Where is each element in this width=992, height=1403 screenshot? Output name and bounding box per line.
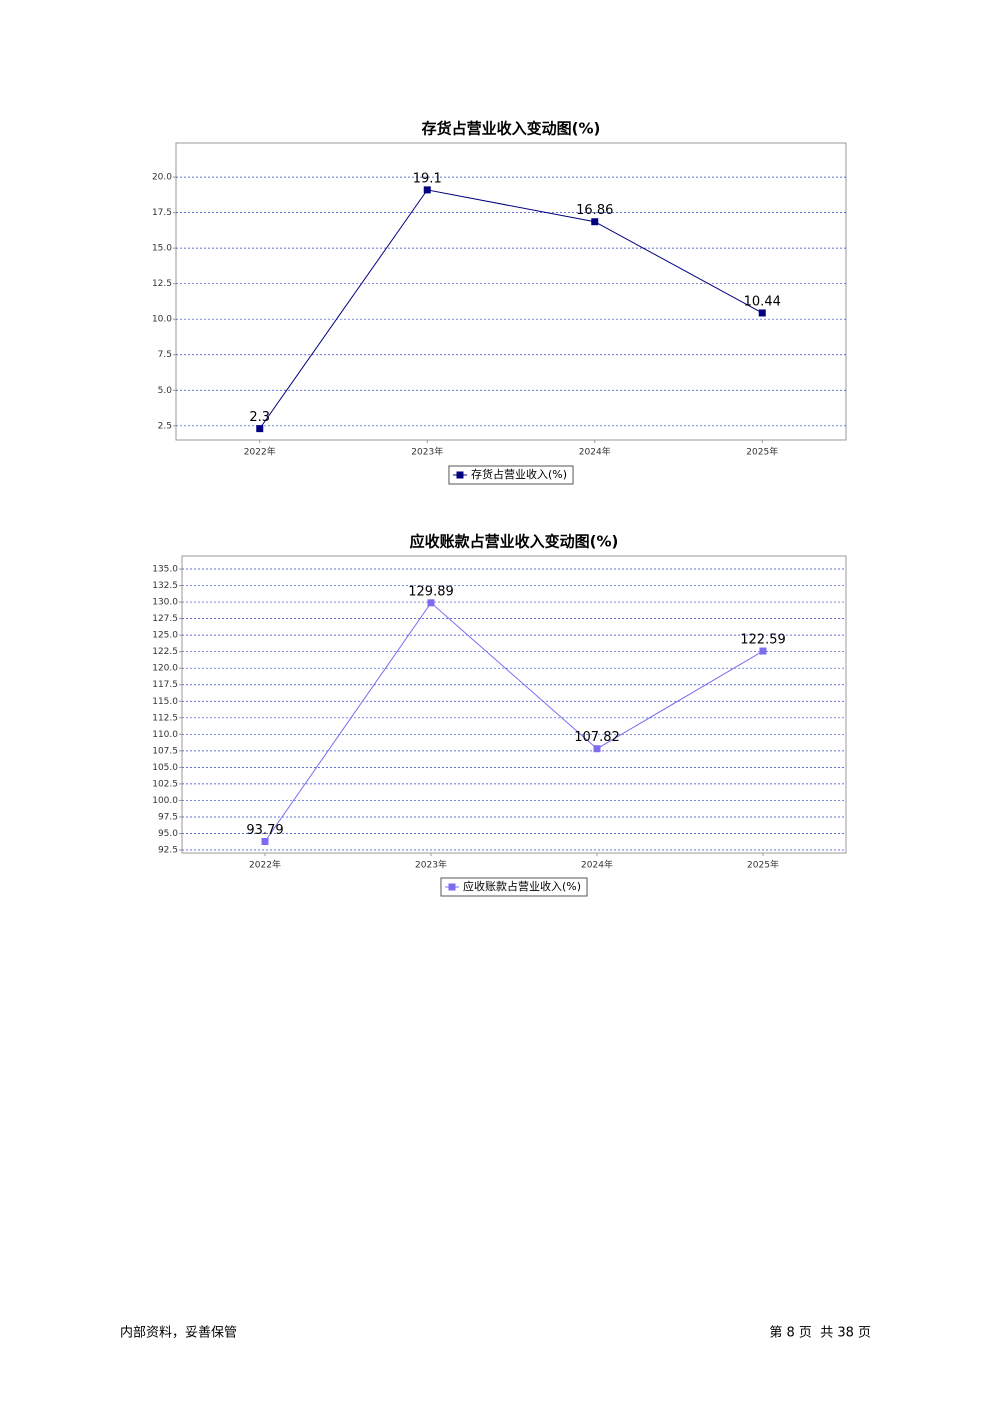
footer-note: 内部资料，妥善保管	[120, 1325, 237, 1341]
point	[758, 309, 766, 317]
point	[261, 837, 269, 845]
y-tick-label: 122.5	[152, 647, 178, 657]
y-tick-label: 115.0	[152, 697, 178, 707]
plot-area	[175, 142, 847, 441]
chart-title: 应收账款占营业收入变动图(%)	[410, 533, 619, 551]
point	[591, 218, 599, 226]
y-tick-label: 105.0	[152, 763, 178, 773]
data-label: 16.86	[576, 203, 613, 218]
y-tick-label: 12.5	[152, 279, 172, 289]
y-tick-label: 17.5	[152, 208, 172, 218]
data-label: 10.44	[744, 294, 781, 309]
y-tick-label: 7.5	[158, 350, 172, 360]
page-number: 第 8 页 共 38 页	[769, 1326, 871, 1341]
legend-box	[448, 465, 574, 485]
legend-marker	[448, 883, 456, 891]
data-label: 107.82	[574, 730, 620, 745]
y-tick-label: 20.0	[152, 173, 172, 183]
series-line	[259, 189, 763, 429]
x-tick-label: 2022年	[249, 859, 281, 871]
point	[423, 186, 431, 194]
x-tick-label: 2024年	[579, 446, 611, 458]
data-label: 19.1	[413, 171, 442, 186]
y-tick-label: 132.5	[152, 581, 178, 591]
legend-label: 存货占营业收入(%)	[471, 467, 567, 481]
y-tick-label: 95.0	[158, 829, 178, 839]
y-tick-label: 127.5	[152, 614, 178, 624]
y-tick-label: 5.0	[158, 386, 173, 396]
point	[427, 599, 435, 607]
y-tick-label: 100.0	[152, 796, 178, 806]
data-label: 2.3	[249, 410, 270, 425]
x-tick-label: 2023年	[415, 859, 447, 871]
x-tick-label: 2025年	[747, 859, 779, 871]
point	[593, 745, 601, 753]
point	[759, 647, 767, 655]
data-label: 129.89	[408, 584, 454, 599]
plot-area	[181, 555, 847, 854]
y-tick-label: 2.5	[158, 421, 172, 431]
x-tick-label: 2022年	[244, 446, 276, 458]
legend-marker	[456, 471, 464, 479]
data-label: 93.79	[246, 823, 283, 838]
series-line	[264, 602, 764, 842]
x-tick-label: 2023年	[411, 446, 443, 458]
y-tick-label: 112.5	[152, 713, 178, 723]
y-tick-label: 120.0	[152, 664, 178, 674]
y-tick-label: 107.5	[152, 746, 178, 756]
x-tick-label: 2024年	[581, 859, 613, 871]
y-tick-label: 135.0	[152, 565, 178, 575]
x-tick-label: 2025年	[746, 446, 778, 458]
chart-title: 存货占营业收入变动图(%)	[422, 120, 601, 138]
y-tick-label: 102.5	[152, 779, 178, 789]
legend-box	[440, 877, 588, 897]
y-tick-label: 130.0	[152, 598, 178, 608]
y-tick-label: 92.5	[158, 846, 178, 856]
y-tick-label: 97.5	[158, 812, 178, 822]
y-tick-label: 10.0	[152, 315, 172, 325]
y-tick-label: 125.0	[152, 631, 178, 641]
point	[256, 425, 264, 433]
legend-label: 应收账款占营业收入(%)	[463, 879, 581, 893]
y-tick-label: 110.0	[152, 730, 178, 740]
y-tick-label: 117.5	[152, 680, 178, 690]
data-label: 122.59	[740, 633, 786, 648]
y-tick-label: 15.0	[152, 244, 172, 254]
